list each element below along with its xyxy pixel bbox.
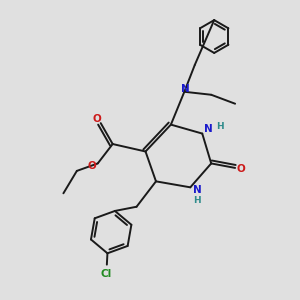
Text: N: N (205, 124, 213, 134)
Text: N: N (181, 84, 189, 94)
Text: N: N (193, 185, 201, 195)
Text: O: O (87, 161, 96, 171)
Text: Cl: Cl (100, 268, 112, 279)
Text: O: O (93, 114, 101, 124)
Text: H: H (193, 196, 201, 205)
Text: O: O (236, 164, 245, 174)
Text: H: H (216, 122, 224, 130)
